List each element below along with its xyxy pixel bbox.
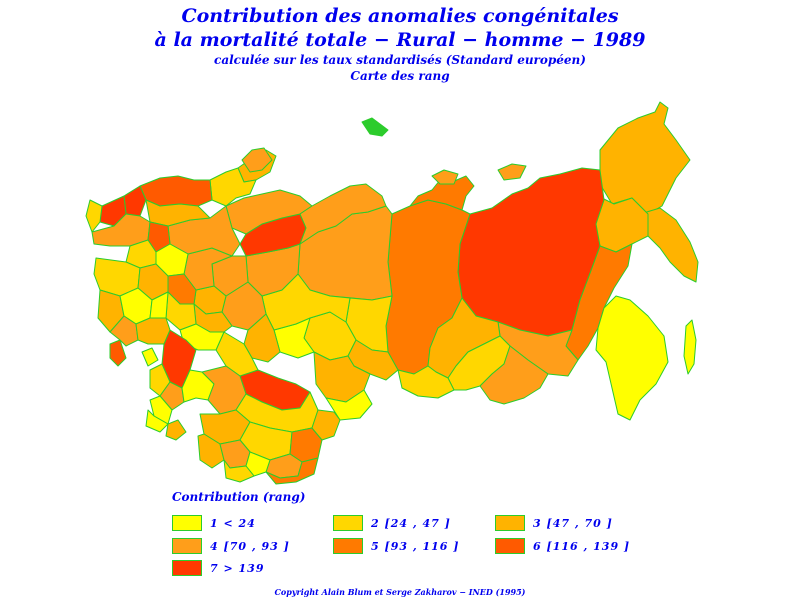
legend-swatch-4 <box>172 538 202 554</box>
region-khabarovsk <box>565 243 633 361</box>
region-baltic-2 <box>85 199 103 233</box>
region-severnaya-zemlya <box>431 169 459 185</box>
map-title-block: Contribution des anomalies congénitales … <box>0 4 800 84</box>
region-kamchatka <box>639 207 699 283</box>
legend-label-1: 1 < 24 <box>210 516 256 530</box>
region-georgia <box>145 409 169 433</box>
legend-item-4: 4 [70 , 93 ] <box>172 537 290 555</box>
legend-item-5: 5 [93 , 116 ] <box>333 537 459 555</box>
legend-swatch-2 <box>333 515 363 531</box>
map-type-note: Carte des rang <box>350 69 450 83</box>
region-nenets <box>299 183 387 245</box>
region-chukotka <box>599 101 691 215</box>
region-altai <box>313 351 371 403</box>
region-taymyr <box>409 175 475 211</box>
region-azer <box>165 419 187 441</box>
region-east-arctic <box>497 163 527 181</box>
legend-label-5: 5 [93 , 116 ] <box>371 539 460 553</box>
map-title: Contribution des anomalies congénitales <box>181 5 619 27</box>
region-crimea <box>141 347 159 367</box>
legend-title: Contribution (rang) <box>172 490 306 504</box>
region-caucasus <box>149 395 173 425</box>
legend-label-3: 3 [47 , 70 ] <box>533 516 613 530</box>
legend-item-7: 7 > 139 <box>172 559 265 577</box>
region-karelia <box>209 167 257 207</box>
legend-item-2: 2 [24 , 47 ] <box>333 514 451 532</box>
region-novaya-zemlya <box>241 147 273 173</box>
copyright-notice: Copyright Alain Blum et Serge Zakharov −… <box>274 587 526 597</box>
region-kirgiz <box>265 457 319 485</box>
legend-label-7: 7 > 139 <box>210 561 265 575</box>
legend-label-4: 4 [70 , 93 ] <box>210 539 290 553</box>
legend-swatch-7 <box>172 560 202 576</box>
legend-label-6: 6 [116 , 139 ] <box>533 539 631 553</box>
map-method-note: calculée sur les taux standardisés (Stan… <box>214 53 586 67</box>
legend-swatch-5 <box>333 538 363 554</box>
legend-label-2: 2 [24 , 47 ] <box>371 516 451 530</box>
region-sakhalin <box>683 319 697 375</box>
region-tajik <box>223 459 255 483</box>
region-tuva <box>397 365 455 399</box>
region-rostov <box>135 317 171 345</box>
legend-swatch-3 <box>495 515 525 531</box>
region-leningrad <box>139 175 213 207</box>
legend-swatch-6 <box>495 538 525 554</box>
region-primorye <box>595 295 669 421</box>
legend-swatch-1 <box>172 515 202 531</box>
map-subtitle: à la mortalité totale − Rural − homme − … <box>154 29 646 51</box>
legend-item-6: 6 [116 , 139 ] <box>495 537 630 555</box>
legend-item-3: 3 [47 , 70 ] <box>495 514 613 532</box>
region-moldova <box>109 339 127 367</box>
region-chita <box>479 345 549 405</box>
region-kz-semipalatinsk <box>311 409 341 441</box>
region-bashkiria <box>215 331 259 377</box>
legend-item-1: 1 < 24 <box>172 514 256 532</box>
region-arctic-islands <box>361 117 389 137</box>
